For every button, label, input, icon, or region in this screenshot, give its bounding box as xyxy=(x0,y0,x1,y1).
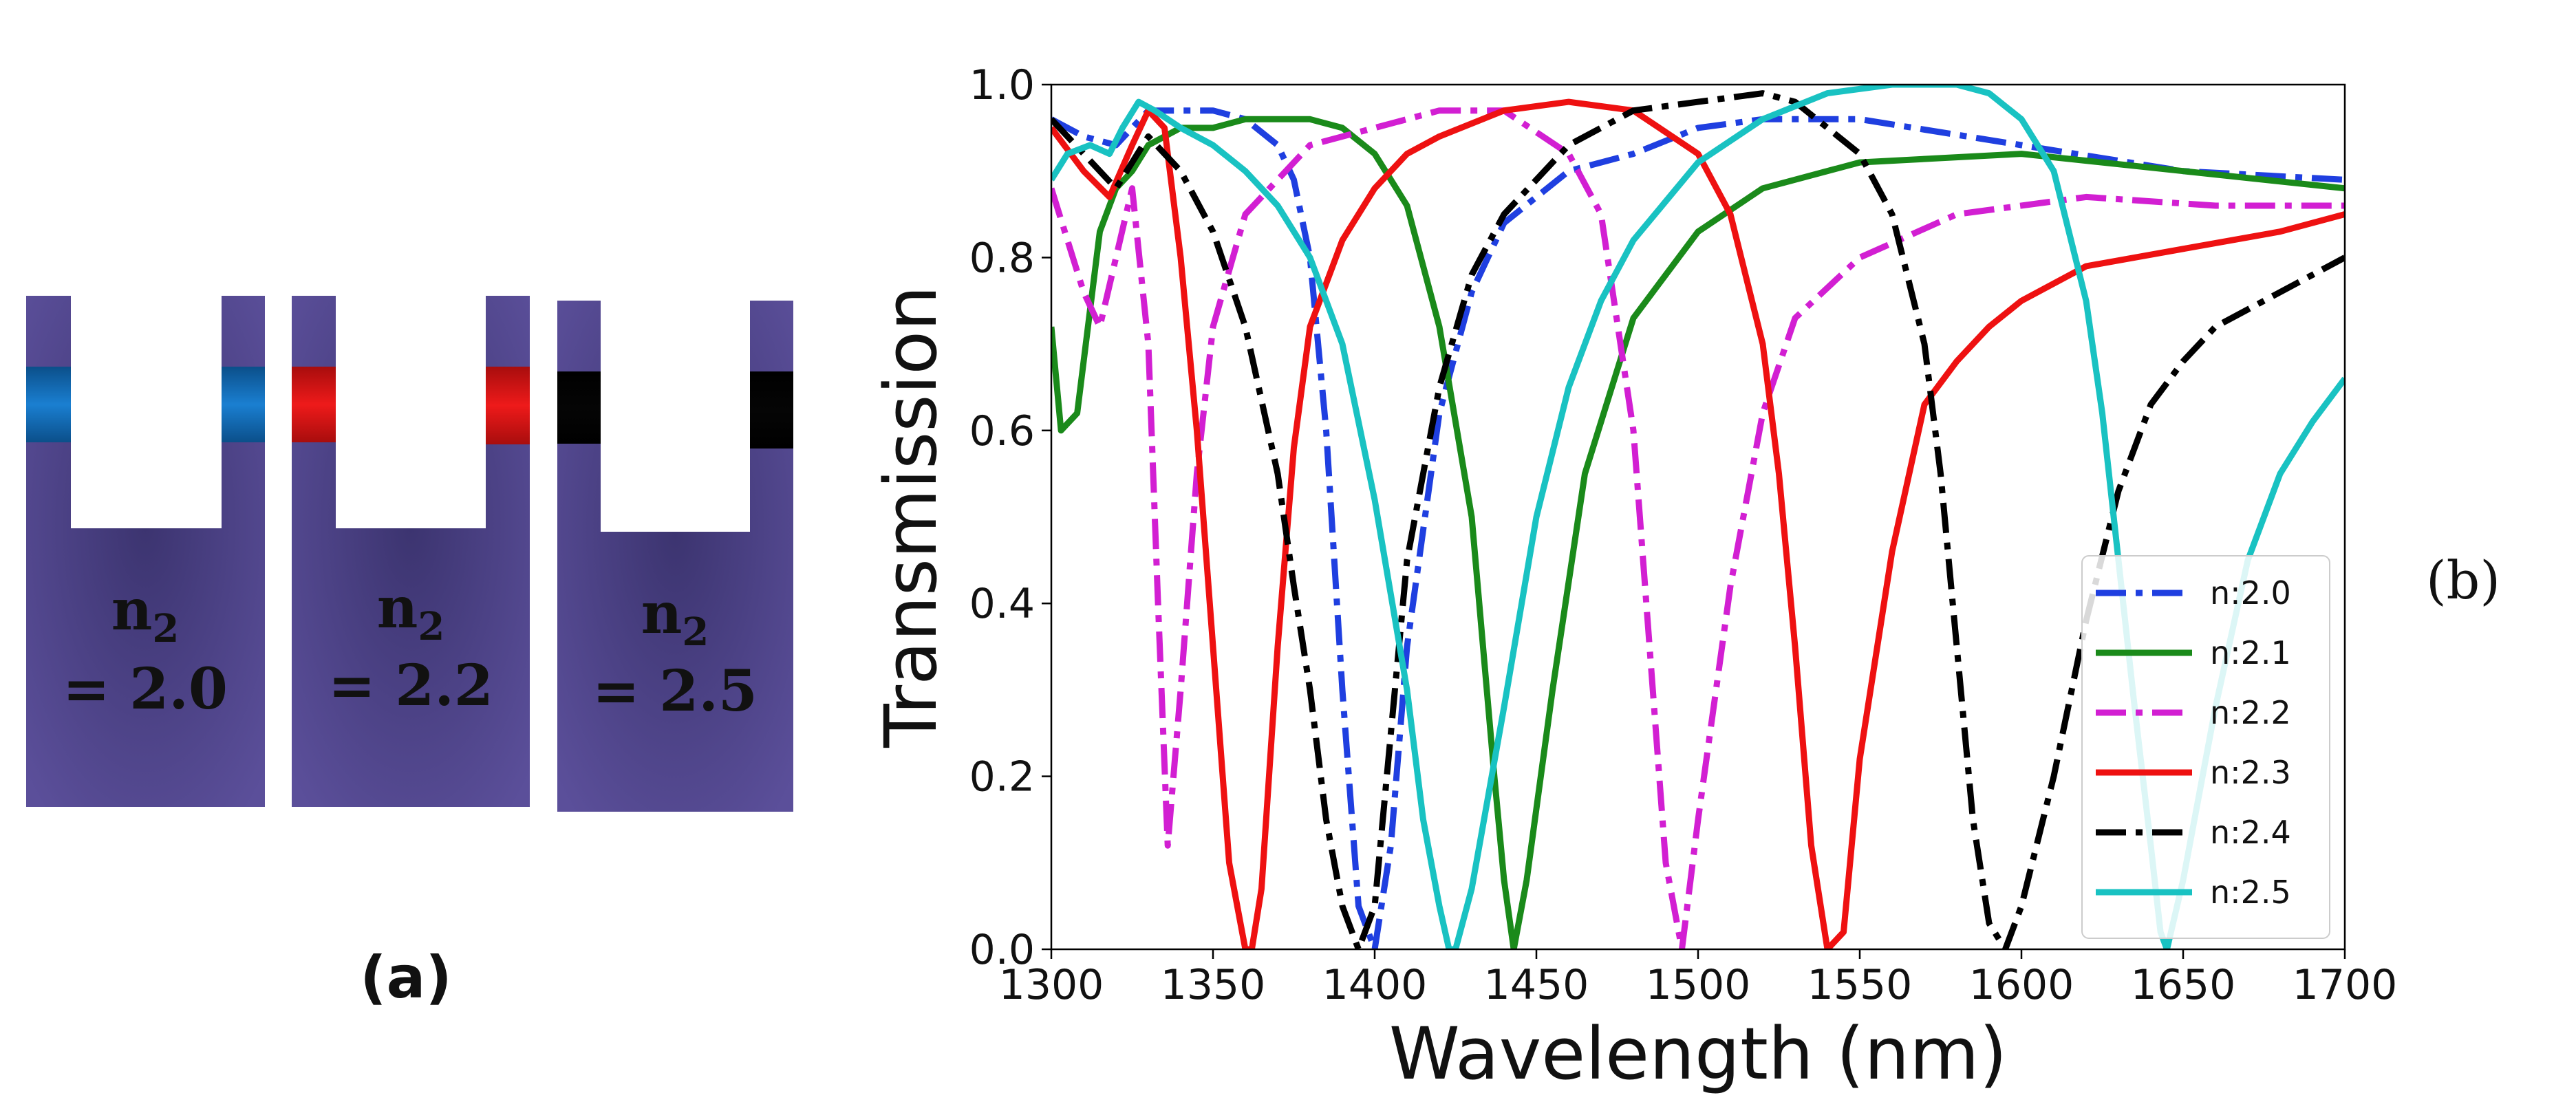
right-insert xyxy=(750,371,793,449)
n2-value: = 2.5 xyxy=(592,658,758,724)
legend-label: n:2.2 xyxy=(2210,694,2291,731)
series-line-n-2-1 xyxy=(1051,116,2345,949)
n2-value: = 2.0 xyxy=(63,656,228,722)
right-insert xyxy=(222,367,265,442)
device-body xyxy=(26,296,265,807)
device-body xyxy=(292,296,530,807)
left-insert xyxy=(26,367,71,442)
series-line-n-2-4 xyxy=(1051,90,2345,949)
series-line-n-2-2 xyxy=(1051,107,2345,949)
x-tick-label: 1400 xyxy=(1322,961,1428,1009)
right-insert xyxy=(486,367,530,444)
legend-label: n:2.5 xyxy=(2210,874,2291,911)
legend-label: n:2.3 xyxy=(2210,754,2291,791)
transmission-chart: 1300 1350 1400 1450 1500 1550 1600 1650 1700 0.0… xyxy=(869,61,2500,1096)
x-tick-label: 1650 xyxy=(2131,961,2236,1009)
x-tick-label: 1600 xyxy=(1969,961,2074,1009)
n2-label: n2 xyxy=(641,581,709,655)
x-ticks: 1300 1350 1400 1450 1500 1550 1600 1650 1700 xyxy=(999,949,2398,1009)
n2-value: = 2.2 xyxy=(328,653,493,719)
y-tick-label: 0.8 xyxy=(969,234,1035,282)
device-n2-2-5: n2 = 2.5 xyxy=(557,301,793,812)
x-tick-label: 1550 xyxy=(1807,961,1913,1009)
y-tick-label: 0.2 xyxy=(969,753,1035,801)
device-body xyxy=(557,301,793,812)
x-tick-label: 1300 xyxy=(999,961,1104,1009)
y-tick-label: 1.0 xyxy=(969,61,1035,109)
panel-b-label: (b) xyxy=(2426,550,2500,611)
y-tick-label: 0.4 xyxy=(969,580,1035,628)
device-n2-2-2: n2 = 2.2 xyxy=(292,296,530,807)
y-tick-label: 0.6 xyxy=(969,407,1035,455)
legend-label: n:2.0 xyxy=(2210,574,2291,612)
legend: n:2.0 n:2.1 n:2.2 n:2.3 n:2.4 n:2.5 xyxy=(2081,555,2330,939)
series-line-n-2-3 xyxy=(1051,98,2345,949)
legend-label: n:2.4 xyxy=(2210,814,2291,851)
n2-label: n2 xyxy=(377,575,445,649)
left-insert xyxy=(557,371,601,444)
left-insert xyxy=(292,367,336,442)
x-tick-label: 1450 xyxy=(1484,961,1589,1009)
y-tick-label: 0.0 xyxy=(969,926,1035,974)
y-ticks: 0.0 0.2 0.4 0.6 0.8 1.0 xyxy=(969,61,1051,974)
x-tick-label: 1350 xyxy=(1161,961,1266,1009)
x-axis-label: Wavelength (nm) xyxy=(1389,1012,2007,1096)
series-line-n-2-0 xyxy=(1051,107,2345,949)
legend-box xyxy=(2081,555,2330,939)
panel-a-label: (a) xyxy=(360,944,451,1011)
legend-label: n:2.1 xyxy=(2210,634,2291,671)
n2-label: n2 xyxy=(111,577,180,651)
panel-a-schematic: n2 = 2.0 n2 = 2.2 n2 = 2.5 (a) xyxy=(26,296,793,1011)
device-n2-2-0: n2 = 2.0 xyxy=(26,296,265,807)
y-axis-label: Transmission xyxy=(869,285,953,748)
x-tick-label: 1500 xyxy=(1646,961,1751,1009)
x-tick-label: 1700 xyxy=(2293,961,2398,1009)
